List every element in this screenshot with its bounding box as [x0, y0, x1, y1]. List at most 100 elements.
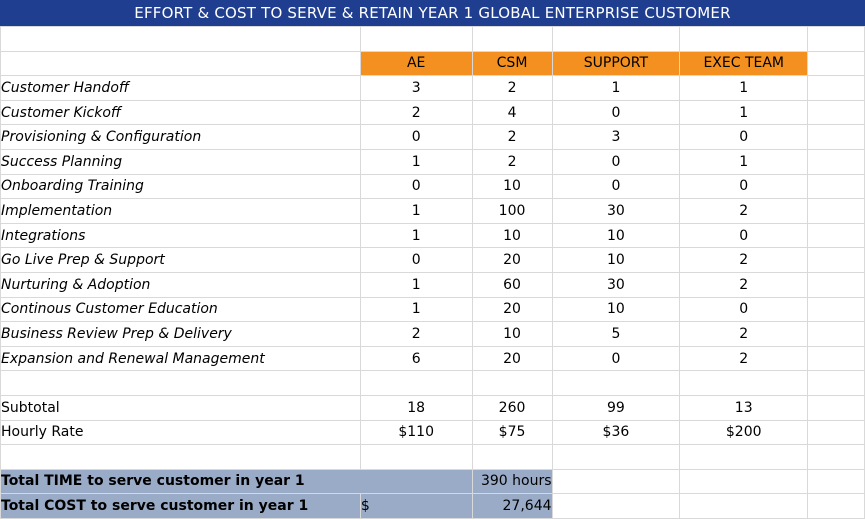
empty-cell[interactable]	[551, 468, 681, 495]
cell-value[interactable]: 0	[551, 99, 681, 126]
empty-cell[interactable]	[679, 370, 809, 396]
row-label[interactable]: Expansion and Renewal Management	[0, 345, 361, 372]
cell-value[interactable]: 0	[551, 148, 681, 175]
row-label[interactable]: Customer Kickoff	[0, 99, 361, 126]
empty-cell[interactable]	[0, 370, 361, 396]
cell-value[interactable]: 1	[359, 296, 473, 323]
cell-value[interactable]: 0	[359, 173, 473, 200]
empty-cell[interactable]	[807, 468, 865, 495]
cell-value[interactable]: 10	[551, 296, 681, 323]
empty-cell[interactable]	[551, 444, 681, 470]
cell-value[interactable]: 5	[551, 321, 681, 347]
currency-symbol[interactable]: $	[359, 493, 473, 519]
empty-cell[interactable]	[0, 26, 361, 52]
cell-value[interactable]: 2	[359, 99, 473, 126]
hourly-rate-value[interactable]: $75	[471, 419, 553, 446]
cell-value[interactable]: 100	[471, 198, 553, 224]
cell-value[interactable]: 2	[471, 75, 553, 101]
cell-value[interactable]: 20	[471, 247, 553, 273]
empty-cell[interactable]	[807, 370, 865, 396]
cell-value[interactable]: 0	[359, 247, 473, 273]
empty-cell[interactable]	[807, 75, 865, 101]
cell-value[interactable]: 1	[359, 271, 473, 298]
empty-cell[interactable]	[807, 99, 865, 126]
cell-value[interactable]: 0	[679, 173, 809, 200]
cell-value[interactable]: 1	[679, 148, 809, 175]
cell-value[interactable]: 6	[359, 345, 473, 372]
cell-value[interactable]: 1	[359, 148, 473, 175]
empty-cell[interactable]	[471, 26, 553, 52]
empty-cell[interactable]	[679, 493, 809, 519]
hourly-rate-value[interactable]: $36	[551, 419, 681, 446]
empty-cell[interactable]	[679, 468, 809, 495]
empty-cell[interactable]	[0, 50, 361, 77]
total-cost-label[interactable]: Total COST to serve customer in year 1	[0, 493, 361, 519]
empty-cell[interactable]	[807, 321, 865, 347]
row-label[interactable]: Onboarding Training	[0, 173, 361, 200]
empty-cell[interactable]	[359, 26, 473, 52]
empty-cell[interactable]	[359, 444, 473, 470]
total-time-label[interactable]: Total TIME to serve customer in year 1	[0, 468, 473, 495]
empty-cell[interactable]	[679, 444, 809, 470]
row-label[interactable]: Nurturing & Adoption	[0, 271, 361, 298]
cell-value[interactable]: 0	[359, 124, 473, 150]
cell-value[interactable]: 3	[359, 75, 473, 101]
row-label[interactable]: Customer Handoff	[0, 75, 361, 101]
cell-value[interactable]: 2	[471, 124, 553, 150]
cell-value[interactable]: 10	[471, 321, 553, 347]
column-header[interactable]: AE	[359, 50, 473, 77]
cell-value[interactable]: 4	[471, 99, 553, 126]
row-label[interactable]: Continous Customer Education	[0, 296, 361, 323]
cell-value[interactable]: 1	[679, 75, 809, 101]
subtotal-label[interactable]: Subtotal	[0, 394, 361, 421]
hourly-rate-value[interactable]: $200	[679, 419, 809, 446]
empty-cell[interactable]	[807, 394, 865, 421]
cell-value[interactable]: 0	[551, 345, 681, 372]
row-label[interactable]: Integrations	[0, 222, 361, 249]
empty-cell[interactable]	[807, 271, 865, 298]
cell-value[interactable]: 2	[679, 198, 809, 224]
cell-value[interactable]: 1	[359, 198, 473, 224]
subtotal-value[interactable]: 13	[679, 394, 809, 421]
row-label[interactable]: Go Live Prep & Support	[0, 247, 361, 273]
cell-value[interactable]: 0	[551, 173, 681, 200]
cell-value[interactable]: 2	[679, 247, 809, 273]
cell-value[interactable]: 0	[679, 222, 809, 249]
column-header[interactable]: EXEC TEAM	[679, 50, 809, 77]
total-cost-value[interactable]: 27,644	[471, 493, 553, 519]
cell-value[interactable]: 2	[359, 321, 473, 347]
empty-cell[interactable]	[807, 296, 865, 323]
empty-cell[interactable]	[807, 124, 865, 150]
cell-value[interactable]: 20	[471, 296, 553, 323]
cell-value[interactable]: 10	[471, 173, 553, 200]
cell-value[interactable]: 2	[679, 345, 809, 372]
cell-value[interactable]: 0	[679, 296, 809, 323]
empty-cell[interactable]	[679, 26, 809, 52]
subtotal-value[interactable]: 18	[359, 394, 473, 421]
cell-value[interactable]: 0	[679, 124, 809, 150]
cell-value[interactable]: 20	[471, 345, 553, 372]
hourly-rate-label[interactable]: Hourly Rate	[0, 419, 361, 446]
empty-cell[interactable]	[807, 444, 865, 470]
cell-value[interactable]: 10	[551, 247, 681, 273]
empty-cell[interactable]	[807, 198, 865, 224]
row-label[interactable]: Implementation	[0, 198, 361, 224]
cell-value[interactable]: 2	[679, 321, 809, 347]
empty-cell[interactable]	[807, 345, 865, 372]
empty-cell[interactable]	[807, 493, 865, 519]
cell-value[interactable]: 30	[551, 271, 681, 298]
empty-cell[interactable]	[471, 370, 553, 396]
row-label[interactable]: Provisioning & Configuration	[0, 124, 361, 150]
empty-cell[interactable]	[807, 26, 865, 52]
empty-cell[interactable]	[807, 222, 865, 249]
subtotal-value[interactable]: 99	[551, 394, 681, 421]
cell-value[interactable]: 2	[471, 148, 553, 175]
subtotal-value[interactable]: 260	[471, 394, 553, 421]
cell-value[interactable]: 10	[471, 222, 553, 249]
cell-value[interactable]: 3	[551, 124, 681, 150]
cell-value[interactable]: 30	[551, 198, 681, 224]
empty-cell[interactable]	[807, 173, 865, 200]
empty-cell[interactable]	[807, 247, 865, 273]
cell-value[interactable]: 2	[679, 271, 809, 298]
empty-cell[interactable]	[359, 370, 473, 396]
